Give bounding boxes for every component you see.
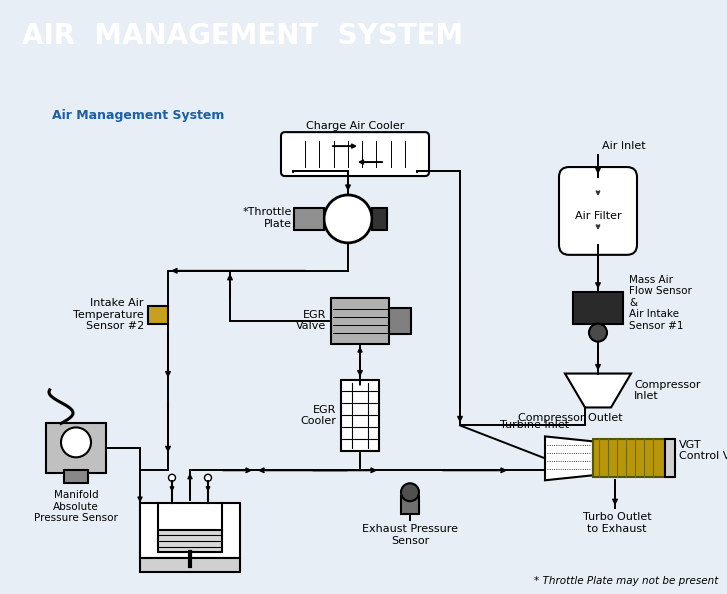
- Bar: [389, 308, 411, 334]
- Text: Mass Air
Flow Sensor
&
Air Intake
Sensor #1: Mass Air Flow Sensor & Air Intake Sensor…: [629, 274, 692, 331]
- Circle shape: [401, 484, 419, 501]
- Text: Turbine Inlet: Turbine Inlet: [500, 421, 569, 431]
- Text: EGR
Cooler: EGR Cooler: [300, 405, 336, 426]
- Circle shape: [61, 428, 91, 457]
- Text: VGT
Control Valve: VGT Control Valve: [679, 440, 727, 461]
- Bar: [294, 208, 324, 230]
- Text: Manifold
Absolute
Pressure Sensor: Manifold Absolute Pressure Sensor: [34, 490, 118, 523]
- Circle shape: [204, 474, 212, 481]
- Circle shape: [589, 324, 607, 342]
- Polygon shape: [565, 374, 631, 407]
- Text: *Throttle
Plate: *Throttle Plate: [243, 207, 292, 229]
- Text: Compressor Outlet: Compressor Outlet: [518, 413, 622, 424]
- Bar: [401, 496, 419, 514]
- Text: Air Inlet: Air Inlet: [602, 141, 646, 151]
- Text: * Throttle Plate may not be present: * Throttle Plate may not be present: [534, 576, 718, 586]
- Bar: [148, 306, 168, 324]
- Circle shape: [324, 195, 372, 243]
- Text: EGR
Valve: EGR Valve: [296, 310, 326, 331]
- Text: Turbo Outlet
to Exhaust: Turbo Outlet to Exhaust: [582, 512, 651, 534]
- Polygon shape: [545, 437, 593, 481]
- Bar: [140, 503, 240, 558]
- Text: Air Filter: Air Filter: [574, 211, 622, 221]
- Bar: [64, 470, 88, 484]
- Text: Exhaust Pressure
Sensor: Exhaust Pressure Sensor: [362, 524, 458, 546]
- Text: AIR  MANAGEMENT  SYSTEM: AIR MANAGEMENT SYSTEM: [22, 21, 463, 50]
- Bar: [341, 380, 379, 451]
- Text: Air Management System: Air Management System: [52, 109, 225, 122]
- Circle shape: [169, 474, 175, 481]
- FancyBboxPatch shape: [559, 167, 637, 255]
- Text: Charge Air Cooler: Charge Air Cooler: [306, 121, 404, 131]
- Text: Compressor
Inlet: Compressor Inlet: [634, 380, 701, 402]
- Bar: [140, 558, 240, 571]
- Bar: [573, 292, 623, 324]
- Bar: [158, 530, 222, 552]
- Text: Intake Air
Temperature
Sensor #2: Intake Air Temperature Sensor #2: [73, 298, 144, 331]
- Bar: [46, 424, 106, 473]
- Bar: [372, 208, 387, 230]
- FancyBboxPatch shape: [281, 132, 429, 176]
- Bar: [593, 440, 665, 478]
- Bar: [331, 298, 389, 343]
- Bar: [665, 440, 675, 478]
